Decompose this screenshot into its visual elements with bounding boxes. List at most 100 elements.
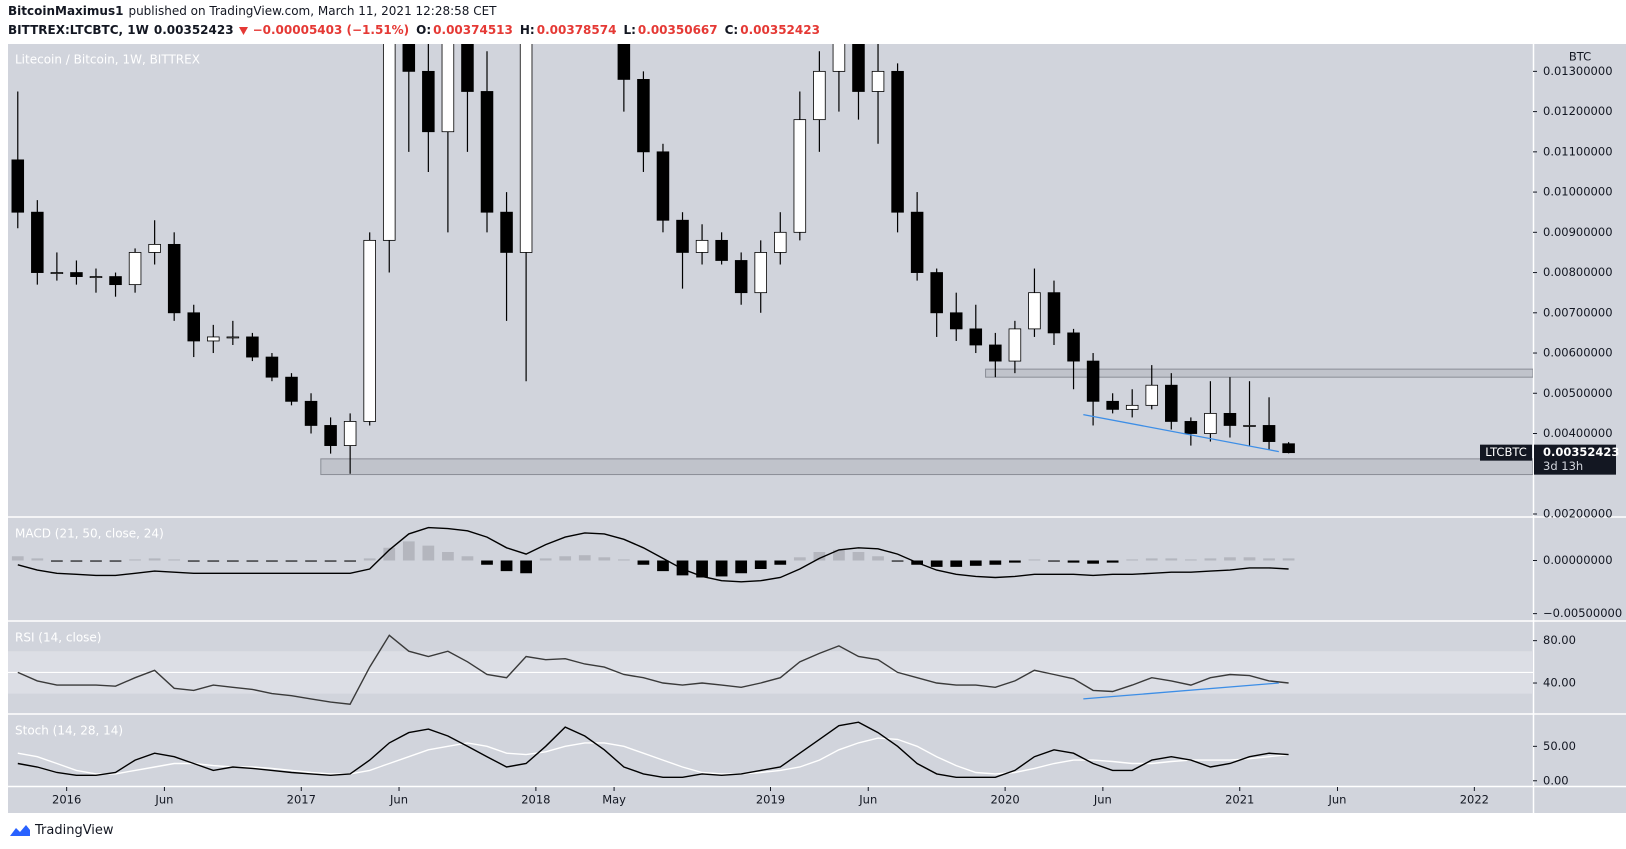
histogram-bar	[129, 559, 141, 561]
y-tick-label: 0.00600000	[1543, 346, 1613, 360]
candle-body	[1145, 384, 1159, 406]
histogram-bar	[51, 560, 63, 562]
histogram-bar	[285, 560, 298, 562]
open-value: 0.00374513	[433, 23, 513, 37]
x-tick-label: 2022	[1460, 793, 1489, 807]
candle-body	[461, 44, 474, 92]
histogram-bar	[989, 560, 1002, 565]
candle-body	[1243, 425, 1256, 427]
candle-body	[1067, 332, 1080, 362]
trendline	[1083, 682, 1279, 700]
y-tick-label: 0.00000000	[1543, 553, 1613, 567]
axes: 2016 Jun 2017 Jun 2018 May 2019 Jun 2020 Jun 2021 J…	[52, 64, 1622, 807]
candle-body	[343, 421, 357, 446]
histogram-bar	[246, 560, 259, 562]
histogram-bar	[637, 560, 650, 565]
x-tick-label: 2017	[287, 793, 316, 807]
x-tick-label: Jun	[154, 793, 173, 807]
candle-body	[989, 344, 1002, 362]
candle-body	[695, 239, 709, 253]
histogram-bar	[11, 556, 24, 561]
x-tick-label: Jun	[858, 793, 877, 807]
change: −0.00005403 (−1.51%)	[252, 23, 410, 37]
axis-unit: BTC	[1569, 50, 1591, 64]
histogram-bar	[1204, 558, 1217, 561]
candle-body	[187, 312, 201, 342]
x-tick-label: 2020	[990, 793, 1019, 807]
histogram-bar	[774, 560, 787, 565]
chart-title: Litecoin / Bitcoin, 1W, BITTREX	[15, 53, 200, 67]
candle-body	[1204, 412, 1217, 434]
histogram-bar	[109, 560, 122, 562]
histogram-bar	[618, 559, 630, 561]
histogram-bar	[559, 556, 572, 561]
histogram-bar	[1028, 559, 1041, 561]
close-value: 0.00352423	[740, 23, 820, 37]
price-pane	[11, 44, 1533, 476]
candle-body	[1125, 404, 1139, 410]
candle-body	[1086, 360, 1100, 402]
histogram-bar	[226, 560, 239, 562]
candle-body	[480, 91, 494, 213]
histogram-bar	[1224, 557, 1236, 561]
candle-body	[891, 70, 904, 213]
brand-logo	[10, 825, 30, 836]
histogram-bar	[520, 560, 532, 574]
y-tick-label: 80.00	[1543, 633, 1576, 647]
histogram-bar	[715, 560, 728, 577]
histogram-bar	[598, 557, 611, 561]
candle-body	[813, 70, 826, 121]
down-arrow	[238, 26, 248, 35]
histogram-bar	[324, 560, 337, 562]
candle-body	[871, 70, 885, 92]
x-tick-label: Jun	[1328, 793, 1347, 807]
histogram-bar	[363, 558, 376, 561]
histogram-bar	[969, 560, 982, 566]
candle-body	[422, 70, 435, 133]
histogram-bar	[344, 560, 357, 562]
histogram-bar	[148, 558, 161, 561]
ohlc-label: O:	[416, 23, 432, 37]
candle-body	[617, 44, 631, 80]
candle-body	[148, 243, 161, 253]
price-label: 0.00352423	[1543, 445, 1619, 459]
candle-body	[969, 328, 983, 346]
header: BitcoinMaximus1 published on TradingView…	[8, 2, 820, 40]
candle-body	[246, 336, 259, 358]
y-tick-label: 0.00400000	[1543, 426, 1613, 440]
high-value: 0.00378574	[536, 23, 617, 37]
pane-title: MACD (21, 50, close, 24)	[15, 527, 164, 541]
candle-body	[70, 272, 83, 277]
histogram-bar	[442, 552, 454, 561]
pane-title: RSI (14, close)	[15, 631, 101, 645]
candle-body	[226, 336, 240, 339]
histogram-bar	[70, 560, 83, 562]
brand: TradingView	[35, 822, 114, 838]
candle-body	[1282, 443, 1295, 454]
histogram-bar	[1282, 558, 1295, 561]
rsi-pane	[8, 634, 1533, 705]
histogram-bar	[187, 560, 200, 562]
histogram-bar	[872, 556, 884, 561]
countdown: 3d 13h	[1543, 459, 1583, 473]
candle-body	[793, 119, 807, 233]
histogram-bar	[31, 558, 44, 561]
histogram-bar	[793, 557, 806, 561]
histogram-bar	[1165, 558, 1178, 561]
histogram-bar	[168, 559, 181, 561]
histogram-bar	[891, 560, 904, 562]
histogram-bar	[1009, 560, 1021, 563]
histogram-bar	[90, 560, 102, 562]
histogram-bar	[207, 560, 220, 562]
candle-body	[500, 211, 513, 253]
histogram-bar	[930, 560, 943, 567]
candle-body	[910, 211, 924, 273]
y-tick-label: 0.00	[1543, 773, 1569, 787]
histogram-bar	[833, 549, 845, 561]
y-tick-label: 0.01300000	[1543, 64, 1613, 78]
y-tick-label: −0.00500000	[1543, 606, 1622, 620]
histogram-bar	[735, 560, 748, 574]
histogram-bar	[1184, 559, 1197, 561]
